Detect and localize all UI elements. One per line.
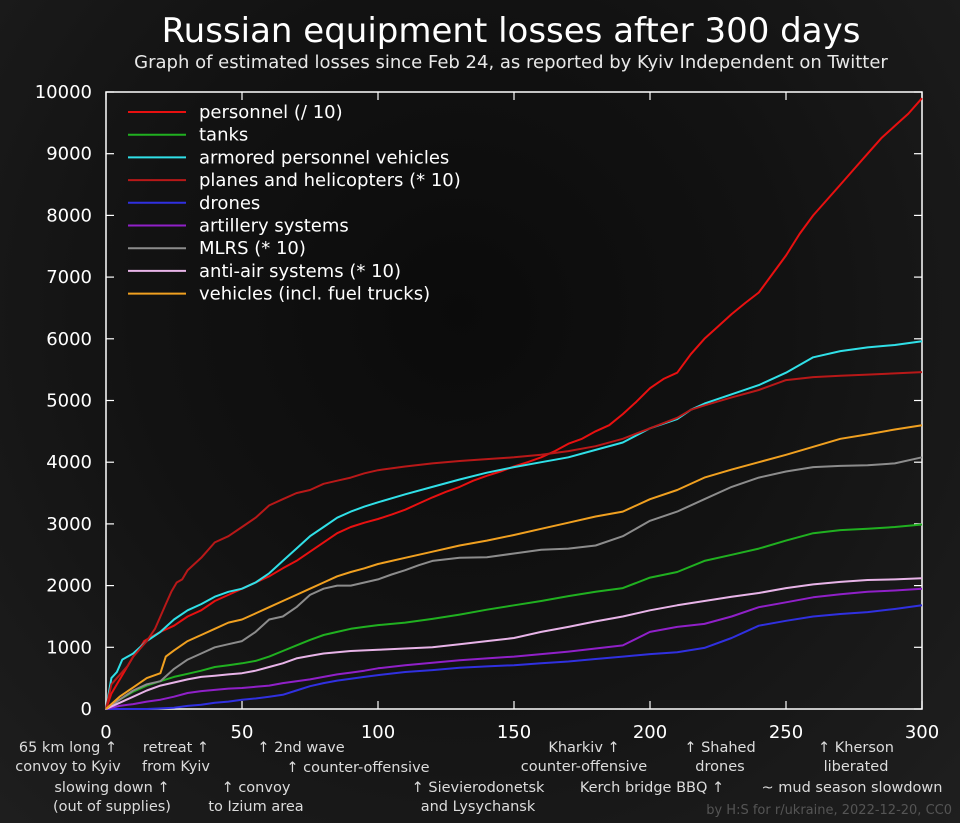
- y-tick-label: 4000: [46, 452, 92, 473]
- annotation-line: drones: [695, 759, 744, 775]
- annotation-line: ↑ convoy: [222, 780, 291, 796]
- annotation-line: Kerch bridge BBQ ↑: [580, 780, 724, 796]
- annotation-line: from Kyiv: [142, 759, 210, 775]
- y-tick-label: 10000: [35, 82, 92, 103]
- annotation-line: 65 km long ↑: [19, 740, 117, 756]
- axes: 0100020003000400050006000700080009000100…: [35, 82, 939, 743]
- y-tick-label: 5000: [46, 391, 92, 412]
- series-line-8: [105, 424, 923, 710]
- series-line-3: [105, 371, 923, 710]
- annotation-line: slowing down ↑: [54, 780, 169, 796]
- annotation-line: liberated: [824, 759, 889, 775]
- annotation-line: ↑ Sievierodonetsk: [412, 780, 545, 796]
- annotation-line: (out of supplies): [53, 799, 171, 815]
- legend-entry: artillery systems: [199, 216, 349, 237]
- series-layer: [105, 97, 923, 710]
- y-tick-label: 1000: [46, 637, 92, 658]
- x-tick-label: 100: [361, 722, 395, 743]
- annotation-line: convoy to Kyiv: [15, 759, 121, 775]
- legend-entry: drones: [199, 193, 260, 214]
- chart-subtitle: Graph of estimated losses since Feb 24, …: [134, 52, 888, 73]
- y-tick-label: 3000: [46, 514, 92, 535]
- legend-entry: personnel (/ 10): [199, 102, 343, 123]
- legend-entry: MLRS (* 10): [199, 238, 306, 259]
- series-line-6: [105, 456, 923, 710]
- annotation-line: ↑ Kherson: [818, 740, 894, 756]
- legend-entry: planes and helicopters (* 10): [199, 170, 461, 191]
- annotation-line: and Lysychansk: [421, 799, 536, 815]
- x-tick-label: 150: [497, 722, 531, 743]
- series-line-5: [105, 587, 923, 710]
- annotation-line: ↑ 2nd wave: [257, 740, 344, 756]
- chart-title: Russian equipment losses after 300 days: [162, 11, 861, 51]
- annotation-line: retreat ↑: [143, 740, 209, 756]
- series-line-0: [105, 97, 923, 710]
- annotation-line: counter-offensive: [521, 759, 648, 775]
- y-tick-label: 6000: [46, 329, 92, 350]
- legend-entry: tanks: [199, 125, 248, 146]
- annotations: 65 km long ↑ convoy to Kyiv retreat ↑ from …: [15, 740, 942, 815]
- x-tick-label: 0: [100, 722, 111, 743]
- legend-entry: vehicles (incl. fuel trucks): [199, 284, 430, 305]
- y-tick-label: 8000: [46, 205, 92, 226]
- series-line-1: [105, 523, 923, 710]
- series-line-4: [106, 604, 923, 710]
- x-tick-label: 50: [231, 722, 254, 743]
- series-line-7: [105, 577, 923, 710]
- annotation-line: to Izium area: [208, 799, 303, 815]
- annotation-line: ↑ counter-offensive: [286, 760, 429, 776]
- x-tick-label: 250: [769, 722, 803, 743]
- legend-entry: armored personnel vehicles: [199, 147, 449, 168]
- annotation-line: Kharkiv ↑: [548, 740, 619, 756]
- y-tick-label: 7000: [46, 267, 92, 288]
- y-tick-label: 9000: [46, 144, 92, 165]
- annotation-line: ~ mud season slowdown: [762, 780, 943, 796]
- legend-entry: anti-air systems (* 10): [199, 261, 401, 282]
- y-tick-label: 0: [81, 699, 92, 720]
- annotation-line: ↑ Shahed: [684, 740, 755, 756]
- x-tick-label: 300: [905, 722, 939, 743]
- y-tick-label: 2000: [46, 576, 92, 597]
- series-line-2: [105, 340, 923, 710]
- x-tick-label: 200: [633, 722, 667, 743]
- credit: by H:S for r/ukraine, 2022-12-20, CC0: [706, 803, 952, 818]
